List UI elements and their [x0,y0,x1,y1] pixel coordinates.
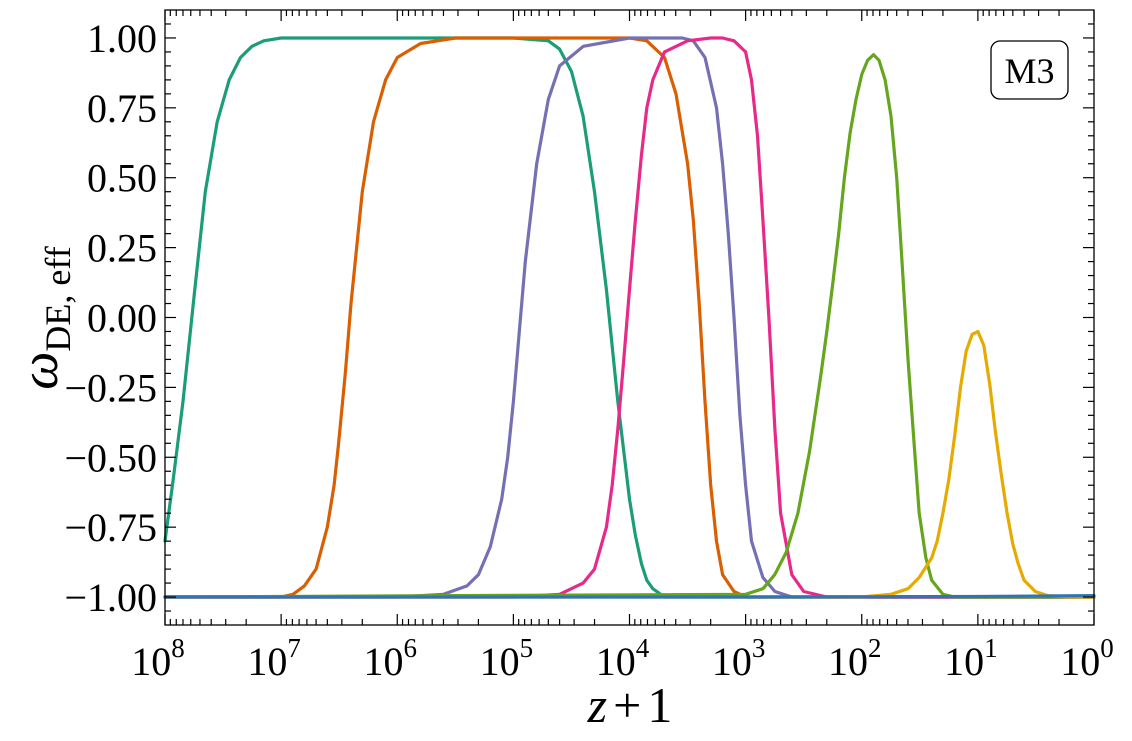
series-line-7 [163,594,1096,599]
svg-text:ωDE, eff: ωDE, eff [9,246,78,389]
series-layer [163,36,1096,599]
x-tick-label: 103 [712,633,766,684]
series-line-5 [163,53,1096,599]
series-line-4 [163,36,1096,599]
x-tick-label: 104 [596,633,650,684]
y-tick-label: −0.50 [64,435,157,480]
x-tick-label: 105 [480,633,534,684]
plot-frame-rect [164,9,1095,626]
y-tick-label: 0.25 [87,226,157,271]
series-line-6 [163,329,1096,599]
plot-frame [164,9,1095,626]
legend-label: M3 [1004,51,1054,91]
y-axis-label: ωDE, eff [9,246,78,389]
y-axis-label-symbol: ω [9,352,69,390]
x-tick-label: 100 [1060,633,1114,684]
legend: M3 [990,40,1069,100]
y-tick-label: 1.00 [87,16,157,61]
series-line-3 [163,36,1096,599]
x-tick-label: 108 [131,633,185,684]
y-tick-label: −0.75 [64,505,157,550]
x-tick-label: 102 [828,633,882,684]
x-tick-label: 107 [247,633,301,684]
y-tick-label: −0.25 [64,365,157,410]
x-axis-label: z +1 [587,677,673,733]
labels-layer: 1.00 0.75 0.50 0.25 0.00 −0.25 −0.50 −0.75 −1.00… [64,16,1113,684]
x-tick-label: 101 [944,633,998,684]
legend-box [990,40,1069,100]
x-tick-label: 106 [364,633,418,684]
series-line-1 [163,36,1096,599]
ticks-layer [164,10,1095,625]
y-tick-label: 0.50 [87,156,157,201]
y-tick-label: −1.00 [64,575,157,620]
y-axis-label-subscript: DE, eff [38,246,78,351]
y-tick-label: 0.75 [87,86,157,131]
series-line-2 [163,36,1096,599]
y-tick-label: 0.00 [87,296,157,341]
